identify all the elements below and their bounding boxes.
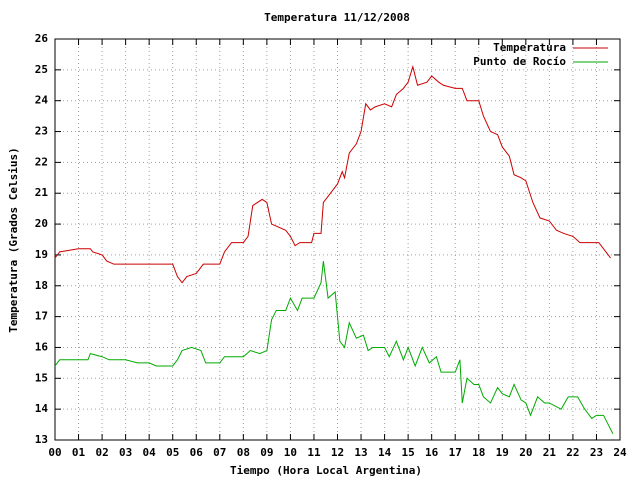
series-line — [54, 261, 614, 435]
x-tick-label: 07 — [213, 446, 226, 459]
legend-label: Temperatura — [493, 41, 566, 54]
y-tick-label: 22 — [35, 155, 48, 168]
y-tick-label: 21 — [35, 186, 49, 199]
x-tick-label: 12 — [331, 446, 344, 459]
x-tick-label: 21 — [543, 446, 557, 459]
x-tick-label: 19 — [496, 446, 509, 459]
x-tick-label: 06 — [190, 446, 204, 459]
y-tick-label: 18 — [35, 279, 48, 292]
y-tick-label: 25 — [35, 63, 48, 76]
y-tick-label: 13 — [35, 433, 48, 446]
y-tick-label: 17 — [35, 310, 48, 323]
x-tick-label: 05 — [166, 446, 179, 459]
x-tick-label: 08 — [237, 446, 250, 459]
x-tick-label: 11 — [307, 446, 321, 459]
x-tick-label: 01 — [72, 446, 86, 459]
chart-title: Temperatura 11/12/2008 — [264, 11, 410, 24]
x-tick-label: 03 — [119, 446, 132, 459]
plot-border — [54, 38, 621, 441]
y-tick-label: 20 — [35, 217, 48, 230]
y-tick-label: 19 — [35, 248, 48, 261]
x-tick-label: 22 — [566, 446, 579, 459]
x-tick-label: 10 — [284, 446, 297, 459]
y-tick-label: 23 — [35, 125, 48, 138]
x-tick-label: 02 — [95, 446, 108, 459]
y-tick-label: 14 — [35, 402, 49, 415]
x-tick-label: 09 — [260, 446, 273, 459]
x-tick-label: 04 — [143, 446, 157, 459]
x-axis-label: Tiempo (Hora Local Argentina) — [230, 464, 422, 477]
x-tick-label: 00 — [48, 446, 61, 459]
x-tick-label: 16 — [425, 446, 439, 459]
y-axis-label: Temperatura (Grados Celsius) — [7, 147, 20, 332]
x-tick-label: 24 — [613, 446, 627, 459]
x-tick-label: 15 — [402, 446, 415, 459]
series-line — [54, 64, 611, 284]
x-tick-label: 23 — [590, 446, 603, 459]
y-tick-label: 16 — [35, 340, 49, 353]
x-tick-label: 20 — [519, 446, 532, 459]
x-tick-label: 14 — [378, 446, 392, 459]
x-tick-label: 18 — [472, 446, 485, 459]
y-tick-label: 26 — [35, 32, 49, 45]
y-tick-label: 24 — [35, 94, 49, 107]
x-tick-label: 13 — [354, 446, 367, 459]
x-tick-label: 17 — [449, 446, 462, 459]
y-tick-label: 15 — [35, 371, 48, 384]
legend-label: Punto de Rocío — [473, 55, 566, 68]
